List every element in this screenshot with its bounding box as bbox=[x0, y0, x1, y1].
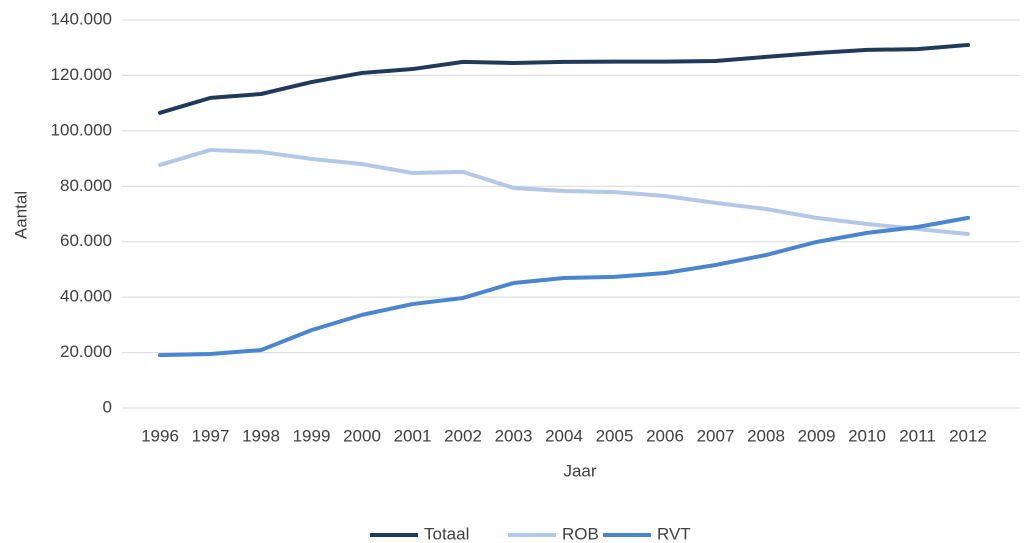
y-tick-label: 60.000 bbox=[60, 231, 112, 250]
x-tick-label: 2000 bbox=[343, 426, 381, 445]
x-axis-label: Jaar bbox=[563, 461, 596, 480]
y-tick-label: 40.000 bbox=[60, 287, 112, 306]
y-tick-label: 80.000 bbox=[60, 176, 112, 195]
x-tick-label: 2003 bbox=[495, 426, 533, 445]
legend-label: ROB bbox=[562, 524, 599, 543]
x-tick-label: 1998 bbox=[242, 426, 280, 445]
legend-label: RVT bbox=[657, 524, 691, 543]
y-tick-label: 120.000 bbox=[51, 65, 112, 84]
y-tick-label: 20.000 bbox=[60, 342, 112, 361]
x-tick-label: 1999 bbox=[293, 426, 331, 445]
legend-label: Totaal bbox=[424, 524, 469, 543]
x-tick-label: 2011 bbox=[899, 426, 936, 445]
y-tick-label: 100.000 bbox=[51, 120, 112, 139]
line-series bbox=[158, 147, 970, 236]
x-tick-label: 2002 bbox=[444, 426, 482, 445]
x-tick-label: 2008 bbox=[747, 426, 785, 445]
x-tick-label: 2004 bbox=[545, 426, 583, 445]
x-tick-label: 2005 bbox=[596, 426, 634, 445]
line-series bbox=[158, 42, 970, 115]
line-series bbox=[158, 215, 970, 358]
x-tick-label: 2012 bbox=[949, 426, 987, 445]
x-tick-label: 1996 bbox=[141, 426, 179, 445]
x-tick-label: 1997 bbox=[192, 426, 230, 445]
x-tick-label: 2007 bbox=[697, 426, 735, 445]
x-tick-label: 2010 bbox=[848, 426, 886, 445]
x-tick-label: 2006 bbox=[646, 426, 684, 445]
y-axis-label: Aantal bbox=[11, 191, 30, 239]
x-tick-label: 2009 bbox=[798, 426, 836, 445]
x-tick-label: 2001 bbox=[394, 426, 432, 445]
y-tick-label: 140.000 bbox=[51, 9, 112, 28]
y-tick-label: 0 bbox=[103, 397, 112, 416]
